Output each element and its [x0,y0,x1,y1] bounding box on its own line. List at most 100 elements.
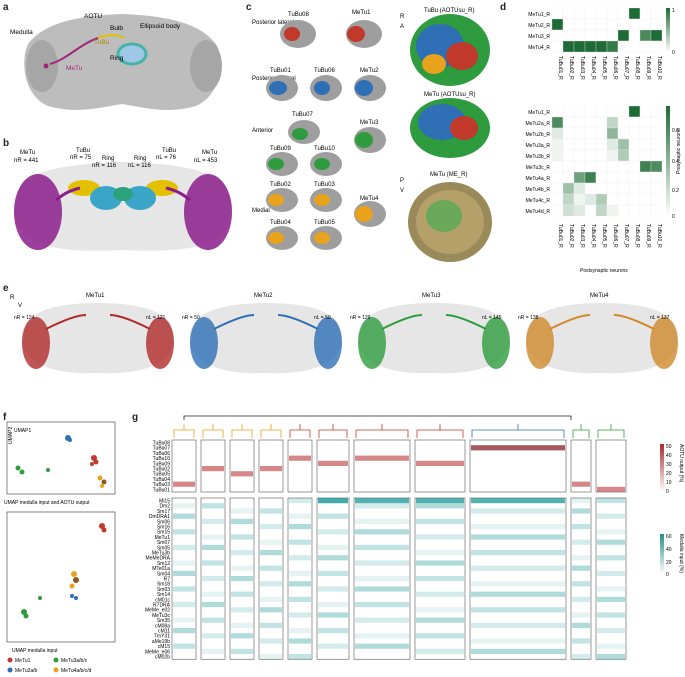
g-medulla-cell [231,607,253,613]
d-top-cell [639,40,652,53]
d-bottom-cell [606,193,619,206]
f-legend-2: MeTu3a/b/c [61,658,88,664]
g-medulla-row-label: R7DRA [153,603,171,609]
c-axis-a: A [400,24,404,30]
d-bottom-cell [650,193,663,206]
d-top-cell [606,18,619,31]
g-aotu-row-label: TuBu07 [153,446,171,452]
g-aotu-tick-3: 20 [666,471,672,477]
g-medulla-row-label: Sm12 [157,561,170,567]
d-top-col-label: TuBu06_R [612,56,618,80]
c-cell-tubu03: TuBu03 [314,182,335,188]
d-bottom-cell [562,138,575,151]
g-aotu-tick-5: 0 [666,489,669,495]
g-medulla-cell [260,654,282,660]
c-view-0-title: TuBu (AOTUsu_R) [424,8,474,14]
e-item: MeTu4 nR = 138 nL = 137 [518,293,678,374]
c-row-3-label: Medial [252,208,270,214]
d-bottom-cell [551,105,564,118]
g-medulla-cell [416,617,464,623]
g-medulla-cell [471,591,565,597]
g-aotu-hot-row [260,466,282,472]
d-top-col-label: TuBu10_R [656,56,662,80]
g-aotu-hot-row [289,455,311,461]
e-item-nl: nL = 145 [482,315,502,321]
e-item-nl: nL = 50 [314,315,331,321]
d-bottom-cell [562,149,575,162]
g-medulla-cell [318,498,348,504]
e-items: MeTu1 nR = 124 nL = 121 MeTu2 nR = 50 nL = 50… [14,293,678,374]
g-medulla-row-label: Mi15 [159,499,170,505]
g-medulla-cell [572,638,590,644]
c-row-0-label: Posterior lateral [252,20,294,26]
panel-c-label: c [246,2,252,13]
d-bottom-cell [562,105,575,118]
g-medulla-cell [572,612,590,618]
panel-a-label: a [3,2,9,13]
d-bottom-cell [584,105,597,118]
d-top-cell [562,40,575,53]
d-top-cell [650,40,663,53]
g-medulla-cell [597,654,625,660]
g-med-tick-2: 20 [666,560,672,566]
e-item-nr: nR = 50 [182,315,200,321]
g-medulla-cell [289,570,311,576]
d-bottom-cell [650,105,663,118]
d-ylabel: Presynaptic neurons [676,128,682,174]
d-bottom-colorbar [666,106,670,216]
g-medulla-cell [231,508,253,514]
g-medulla-cell [318,643,348,649]
g-aotu-hot-row [597,486,625,492]
g-medulla-row-label: Dm2 [159,504,170,510]
metu-left-cloud [14,174,62,250]
medulla-left [26,40,58,92]
f-bottom-title: UMAP medulla input [12,648,58,654]
d-bottom-cell [595,160,608,173]
d-bottom-cell [606,171,619,184]
d-bottom-cell [628,193,641,206]
d-top-cell [573,7,586,20]
d-bottom-cell [628,204,641,217]
f-bottom-clusters [21,523,107,619]
d-bottom-cell [595,171,608,184]
c-axis-v: V [400,188,404,194]
g-dendrogram [173,415,625,438]
g-medulla-cell [289,581,311,587]
d-bottom-cell [562,182,575,195]
f-axis-y: UMAP2 [8,427,14,444]
e-item-name: MeTu4 [590,293,609,299]
d-bottom-cell [573,171,586,184]
b-group-name-0: MeTu [20,150,35,156]
g-medulla-row-label: Sm14 [157,592,170,598]
g-medulla-cell [289,524,311,530]
d-bottom-cell [617,116,630,129]
d-top-col-label: TuBu08_R [634,56,640,80]
d-bottom-cell [573,149,586,162]
d-top-cell [551,7,564,20]
d-bottom-cell [595,149,608,162]
d-bottom-cell [573,138,586,151]
g-medulla-cell [289,596,311,602]
b-group-name-1: TuBu [76,148,90,154]
f-top-clusters [15,435,107,488]
g-aotu-row-label: TuBu04 [153,477,171,483]
f-top-frame [6,421,116,495]
ring-center [113,187,133,201]
d-bottom-scale-1: 0.4 [672,159,679,165]
metu-right-axon [165,186,191,202]
d-bottom-cell [595,116,608,129]
d-col-labels: TuBu01_R TuBu01_R TuBu02_R TuBu02_R TuBu03_R… [557,56,662,248]
d-top-cell [573,18,586,31]
g-medulla-cell [572,581,590,587]
d-bottom-cell [551,160,564,173]
g-medulla-cell [173,617,195,623]
d-bottom-cell [551,149,564,162]
d-bottom-row-label: MeTu3c_R [526,165,551,171]
g-medulla-cell [231,633,253,639]
d-top-cell [562,7,575,20]
d-bottom-cell [628,138,641,151]
d-bottom-cell [573,193,586,206]
d-bottom-cell [595,138,608,151]
d-bottom-cell [595,193,608,206]
g-medulla-cell [289,628,311,634]
